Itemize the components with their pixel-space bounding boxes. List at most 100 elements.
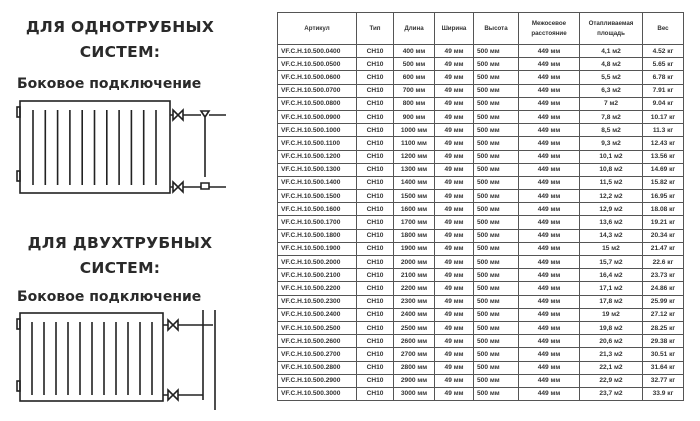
table-cell: 500 мм xyxy=(473,43,519,59)
table-cell: 449 мм xyxy=(518,43,580,59)
table-cell: 449 мм xyxy=(518,162,580,177)
table-cell: 25.99 кг xyxy=(642,294,684,309)
table-cell: 500 мм xyxy=(473,202,519,217)
table-cell: 1300 мм xyxy=(393,162,435,177)
table-cell: VF.C.H.10.500.1800 xyxy=(277,228,357,243)
table-cell: 449 мм xyxy=(518,334,580,349)
table-row: VF.C.H.10.500.1200 CH10 1200 мм 49 мм 500 мм… xyxy=(277,149,684,164)
table-row: VF.C.H.10.500.2200 CH10 2200 мм 49 мм 500 мм… xyxy=(277,281,684,296)
table-cell: 7 м2 xyxy=(579,96,643,111)
table-row: VF.C.H.10.500.1700 CH10 1700 мм 49 мм 500 мм… xyxy=(277,215,684,230)
table-cell: 9,3 м2 xyxy=(579,136,643,151)
table-row: VF.C.H.10.500.1900 CH10 1900 мм 49 мм 500 мм… xyxy=(277,241,684,257)
table-cell: 49 мм xyxy=(434,123,474,138)
column-header: Артикул xyxy=(277,12,357,45)
table-cell: VF.C.H.10.500.1700 xyxy=(277,215,357,230)
table-cell: 12.43 кг xyxy=(642,136,684,151)
table-cell: CH10 xyxy=(356,360,394,375)
table-cell: 5.65 кг xyxy=(642,57,684,72)
table-cell: 449 мм xyxy=(518,96,580,111)
table-cell: 500 мм xyxy=(473,281,519,296)
table-cell: 6.78 кг xyxy=(642,70,684,85)
table-cell: 700 мм xyxy=(393,83,435,98)
table-cell: 800 мм xyxy=(393,96,435,111)
table-row: VF.C.H.10.500.2800 CH10 2800 мм 49 мм 500 мм… xyxy=(277,360,684,375)
table-cell: 49 мм xyxy=(434,215,474,230)
table-cell: 449 мм xyxy=(518,320,580,336)
table-cell: 4.52 кг xyxy=(642,43,684,59)
table-cell: VF.C.H.10.500.2900 xyxy=(277,373,357,388)
table-cell: 449 мм xyxy=(518,57,580,72)
table-cell: CH10 xyxy=(356,320,394,336)
two-pipe-radiator-diagram xyxy=(16,310,216,410)
table-cell: VF.C.H.10.500.2200 xyxy=(277,281,357,296)
table-cell: CH10 xyxy=(356,268,394,283)
table-cell: 500 мм xyxy=(473,268,519,283)
table-cell: 13,6 м2 xyxy=(579,215,643,230)
table-cell: 2100 мм xyxy=(393,268,435,283)
table-cell: 49 мм xyxy=(434,175,474,191)
table-cell: 49 мм xyxy=(434,360,474,375)
column-header: Длина xyxy=(393,12,435,45)
table-cell: 49 мм xyxy=(434,334,474,349)
table-cell: 1400 мм xyxy=(393,175,435,191)
table-cell: 49 мм xyxy=(434,96,474,111)
table-cell: 21,3 м2 xyxy=(579,347,643,362)
table-cell: 500 мм xyxy=(473,175,519,191)
table-cell: CH10 xyxy=(356,386,394,402)
table-cell: 49 мм xyxy=(434,202,474,217)
table-cell: 49 мм xyxy=(434,57,474,72)
table-cell: VF.C.H.10.500.3000 xyxy=(277,386,357,402)
table-cell: VF.C.H.10.500.1300 xyxy=(277,162,357,177)
table-cell: 10,1 м2 xyxy=(579,149,643,164)
table-cell: 49 мм xyxy=(434,162,474,177)
table-cell: 449 мм xyxy=(518,228,580,243)
table-cell: 1600 мм xyxy=(393,202,435,217)
table-cell: CH10 xyxy=(356,175,394,191)
table-cell: 6,3 м2 xyxy=(579,83,643,98)
table-cell: 19 м2 xyxy=(579,307,643,322)
table-cell: 49 мм xyxy=(434,320,474,336)
table-cell: 449 мм xyxy=(518,202,580,217)
table-cell: 449 мм xyxy=(518,347,580,362)
table-cell: 1100 мм xyxy=(393,136,435,151)
table-header-row: Артикул Тип Длина Ширина Высота Межосевое рас… xyxy=(277,12,684,45)
table-row: VF.C.H.10.500.2000 CH10 2000 мм 49 мм 500 мм… xyxy=(277,254,684,270)
table-cell: CH10 xyxy=(356,294,394,309)
table-cell: 49 мм xyxy=(434,347,474,362)
title-line: ДЛЯ ДВУХТРУБНЫХ xyxy=(27,234,213,252)
table-cell: 449 мм xyxy=(518,373,580,388)
table-cell: 21.47 кг xyxy=(642,241,684,257)
single-pipe-radiator-diagram xyxy=(16,100,226,194)
title-line: СИСТЕМ: xyxy=(79,43,161,61)
table-row: VF.C.H.10.500.1800 CH10 1800 мм 49 мм 500 мм… xyxy=(277,228,684,243)
table-cell: 400 мм xyxy=(393,43,435,59)
table-cell: 500 мм xyxy=(473,254,519,270)
table-cell: 1800 мм xyxy=(393,228,435,243)
table-cell: CH10 xyxy=(356,307,394,322)
table-cell: CH10 xyxy=(356,162,394,177)
table-cell: 49 мм xyxy=(434,294,474,309)
table-cell: CH10 xyxy=(356,373,394,388)
table-cell: 49 мм xyxy=(434,189,474,204)
table-cell: 2700 мм xyxy=(393,347,435,362)
table-cell: 1700 мм xyxy=(393,215,435,230)
table-cell: VF.C.H.10.500.0700 xyxy=(277,83,357,98)
table-row: VF.C.H.10.500.1500 CH10 1500 мм 49 мм 500 мм… xyxy=(277,189,684,204)
table-row: VF.C.H.10.500.0500 CH10 500 мм 49 мм 500 мм 4… xyxy=(277,57,684,72)
single-pipe-title: ДЛЯ ОДНОТРУБНЫХ СИСТЕМ: xyxy=(0,15,240,65)
table-cell: 2800 мм xyxy=(393,360,435,375)
table-cell: 500 мм xyxy=(473,241,519,257)
table-cell: 500 мм xyxy=(473,109,519,125)
table-cell: 500 мм xyxy=(473,96,519,111)
table-cell: CH10 xyxy=(356,281,394,296)
column-header: Ширина xyxy=(434,12,474,45)
table-cell: VF.C.H.10.500.0500 xyxy=(277,57,357,72)
table-cell: CH10 xyxy=(356,334,394,349)
table-row: VF.C.H.10.500.2100 CH10 2100 мм 49 мм 500 мм… xyxy=(277,268,684,283)
table-row: VF.C.H.10.500.0600 CH10 600 мм 49 мм 500 мм 4… xyxy=(277,70,684,85)
table-cell: 500 мм xyxy=(473,320,519,336)
table-cell: 500 мм xyxy=(393,57,435,72)
table-cell: 500 мм xyxy=(473,360,519,375)
table-cell: 49 мм xyxy=(434,307,474,322)
